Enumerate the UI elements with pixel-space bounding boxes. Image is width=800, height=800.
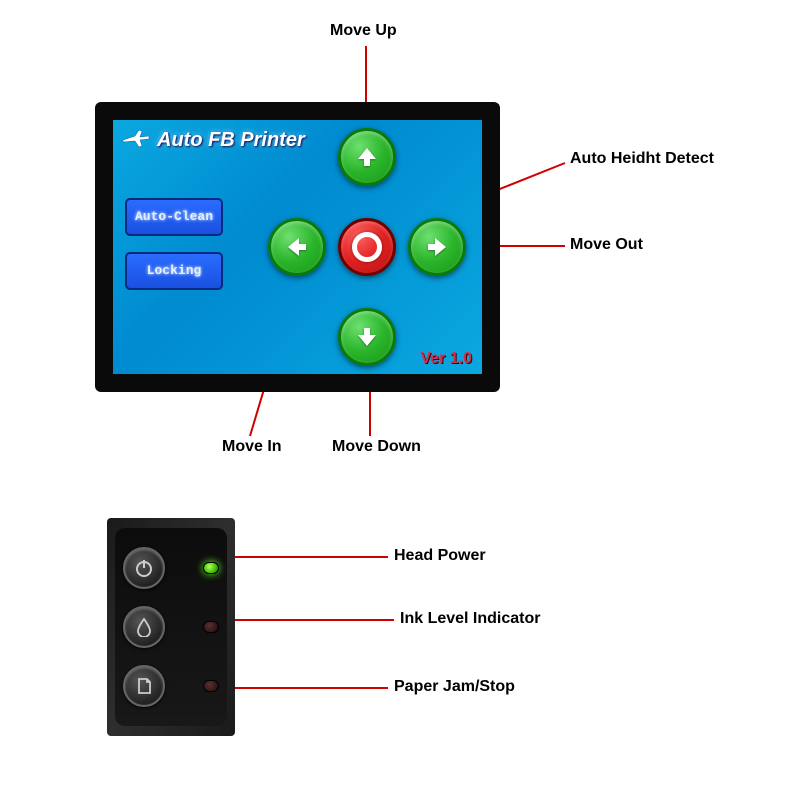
lcd-title: Auto FB Printer: [157, 129, 305, 152]
callout-move-down: Move Down: [332, 438, 421, 456]
locking-button[interactable]: Locking: [125, 252, 223, 290]
head-power-led: [203, 562, 219, 574]
lcd-touchscreen-frame: Auto FB Printer Auto-Clean Locking Ver 1…: [95, 102, 500, 392]
callout-paper-jam: Paper Jam/Stop: [394, 678, 515, 696]
ink-level-led: [203, 621, 219, 633]
lcd-title-row: Auto FB Printer: [121, 126, 305, 155]
paper-button[interactable]: [123, 665, 165, 707]
version-label: Ver 1.0: [420, 350, 472, 368]
hw-row-ink: [123, 602, 219, 652]
ink-button[interactable]: [123, 606, 165, 648]
callout-move-in: Move In: [222, 438, 282, 456]
move-in-button[interactable]: [268, 218, 326, 276]
hw-row-power: [123, 543, 219, 593]
hardware-panel: [115, 528, 227, 726]
hardware-panel-frame: [107, 518, 235, 736]
lcd-screen: Auto FB Printer Auto-Clean Locking Ver 1…: [113, 120, 482, 374]
airplane-icon: [121, 126, 151, 155]
power-button[interactable]: [123, 547, 165, 589]
arrow-left-icon: [284, 234, 310, 260]
auto-clean-button[interactable]: Auto-Clean: [125, 198, 223, 236]
record-ring-icon: [352, 232, 382, 262]
move-out-button[interactable]: [408, 218, 466, 276]
callout-auto-height: Auto Heidht Detect: [570, 150, 714, 168]
drop-icon: [134, 617, 154, 637]
move-up-button[interactable]: [338, 128, 396, 186]
callout-move-up: Move Up: [330, 22, 397, 40]
move-down-button[interactable]: [338, 308, 396, 366]
callout-ink-level: Ink Level Indicator: [400, 610, 540, 628]
paper-icon: [134, 676, 154, 696]
callout-move-out: Move Out: [570, 236, 643, 254]
power-icon: [133, 557, 155, 579]
auto-height-detect-button[interactable]: [338, 218, 396, 276]
paper-jam-led: [203, 680, 219, 692]
hw-row-paper: [123, 661, 219, 711]
arrow-up-icon: [354, 144, 380, 170]
callout-head-power: Head Power: [394, 547, 486, 565]
arrow-right-icon: [424, 234, 450, 260]
arrow-down-icon: [354, 324, 380, 350]
